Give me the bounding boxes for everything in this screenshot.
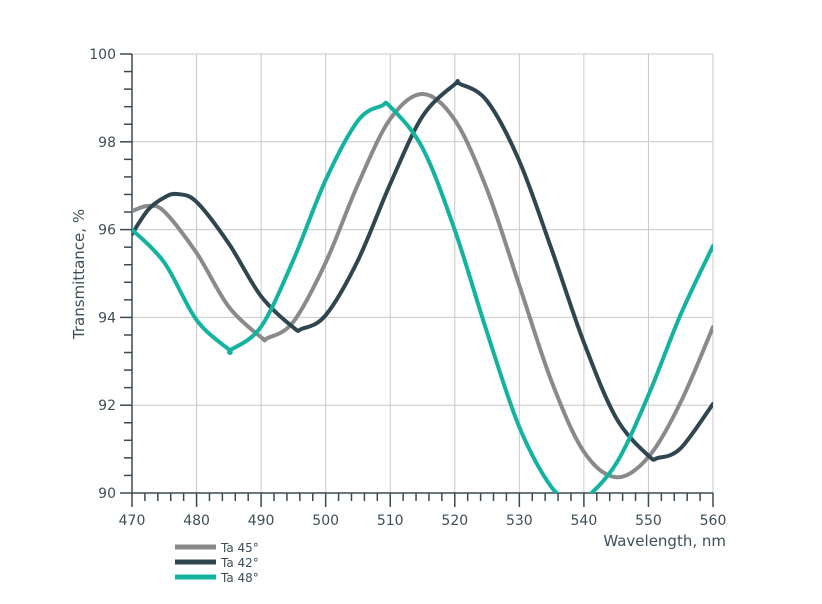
y-tick-label: 98 — [98, 135, 116, 151]
y-tick-label: 92 — [98, 398, 116, 414]
legend-label: Ta 45° — [220, 541, 259, 555]
x-tick-label: 520 — [441, 513, 468, 529]
x-tick-label: 480 — [183, 513, 210, 529]
series-line-ta42 — [132, 78, 713, 462]
x-tick-label: 490 — [248, 513, 275, 529]
x-tick-label: 540 — [571, 513, 598, 529]
y-axis-label: Transmittance, % — [70, 209, 88, 340]
x-tick-label: 510 — [377, 513, 404, 529]
legend-label: Ta 42° — [220, 556, 259, 570]
legend-label: Ta 48° — [220, 571, 259, 585]
legend: Ta 45°Ta 42°Ta 48° — [175, 541, 259, 585]
y-tick-label: 96 — [98, 223, 116, 239]
y-tick-label: 100 — [89, 47, 116, 63]
y-tick-label: 90 — [98, 486, 116, 502]
x-tick-label: 500 — [312, 513, 339, 529]
series-lines — [132, 78, 713, 493]
x-tick-label: 550 — [635, 513, 662, 529]
x-tick-label: 530 — [506, 513, 533, 529]
x-tick-label: 560 — [700, 513, 727, 529]
axes: 90 92 94 96 98 100 470 480 490 500 510 520 530 540 550… — [89, 47, 726, 529]
series-line-ta48 — [132, 100, 713, 493]
x-axis-label: Wavelength, nm — [603, 532, 726, 550]
x-tick-label: 470 — [119, 513, 146, 529]
y-tick-label: 94 — [98, 310, 116, 326]
